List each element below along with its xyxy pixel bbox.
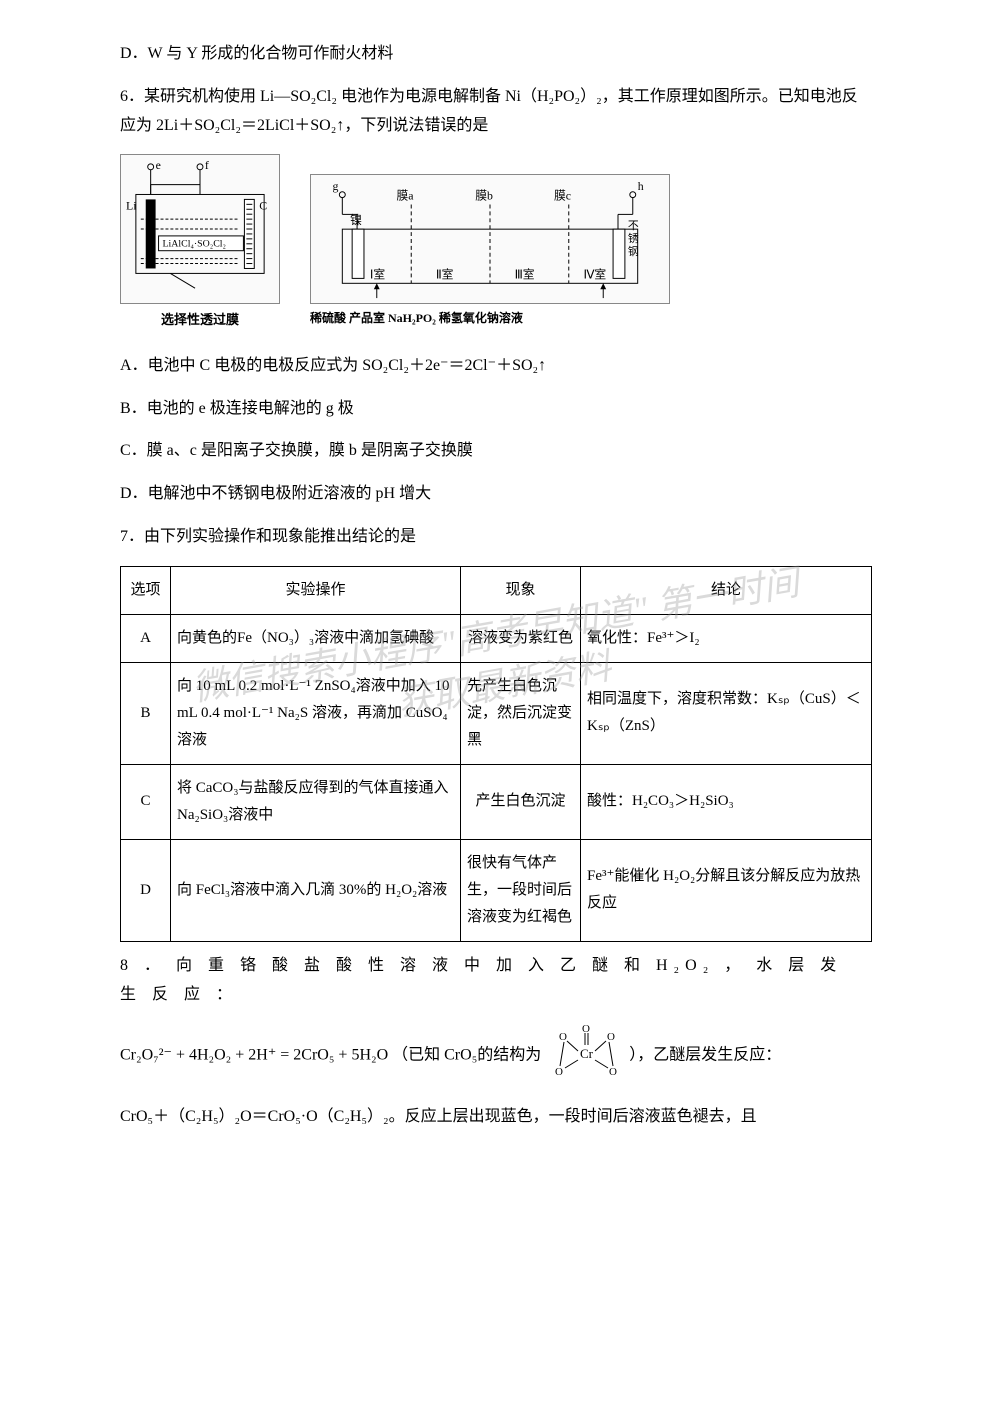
svg-text:锈: 锈 [628,232,639,245]
table-row: A 向黄色的Fe（NO₃）₃溶液中滴加氢碘酸 溶液变为紫红色 氧化性：Fe³⁺＞… [121,614,872,662]
label-steel: 不 [628,221,639,233]
electrolysis-diagram: g h 膜a 膜b 膜c 镍 不 锈 [310,174,670,304]
cell-a-opt: A [121,614,171,662]
label-mem-a: 膜a [396,189,414,203]
label-li: Li [126,199,137,213]
label-h: h [638,179,644,193]
atom-cr: Cr [580,1046,594,1061]
q6-option-d: D．电解池中不锈钢电极附近溶液的 pH 增大 [120,480,872,509]
cell-b-opt: B [121,662,171,764]
label-f: f [205,158,209,172]
atom-o-br: O [609,1066,617,1078]
battery-diagram-wrap: e f Li C [120,154,280,331]
svg-text:钢: 钢 [628,245,639,258]
cell-c-con: 酸性：H₂CO₃＞H₂SiO₃ [581,764,872,839]
th-ph: 现象 [461,566,581,614]
q8-eq1: Cr₂O₇²⁻ + 4H₂O₂ + 2H⁺ = 2CrO₅ + 5H₂O （已知… [120,1047,541,1064]
label-room1: Ⅰ室 [370,268,385,282]
electrolysis-diagram-wrap: g h 膜a 膜b 膜c 镍 不 锈 [310,154,670,330]
cell-d-opt: D [121,839,171,941]
atom-o-tl: O [559,1031,567,1043]
label-room2: Ⅱ室 [436,268,454,282]
cell-d-ph: 很快有气体产生，一段时间后溶液变为红褐色 [461,839,581,941]
q6-option-c: C．膜 a、c 是阳离子交换膜，膜 b 是阴离子交换膜 [120,437,872,466]
label-mem-b: 膜b [475,189,493,203]
cell-c-ph: 产生白色沉淀 [461,764,581,839]
label-nickel: 镍 [350,214,362,228]
q6-option-a: A．电池中 C 电极的电极反应式为 SO₂Cl₂＋2e⁻＝2Cl⁻＋SO₂↑ [120,352,872,381]
q7-stem: 7．由下列实验操作和现象能推出结论的是 [120,523,872,552]
cro5-structure: Cr O O O O O [545,1023,625,1089]
atom-o-top: O [582,1023,590,1035]
q6-option-b: B．电池的 e 极连接电解池的 g 极 [120,395,872,424]
label-mem-c: 膜c [554,189,571,203]
cell-a-op: 向黄色的Fe（NO₃）₃溶液中滴加氢碘酸 [171,614,461,662]
label-e: e [156,158,161,172]
th-con: 结论 [581,566,872,614]
q8-eq2: CrO₅＋（C₂H₅）₂O＝CrO₅·O（C₂H₅）₂。反应上层出现蓝色，一段时… [120,1103,872,1132]
cell-d-op: 向 FeCl₃溶液中滴入几滴 30%的 H₂O₂溶液 [171,839,461,941]
cell-c-op: 将 CaCO₃与盐酸反应得到的气体直接通入Na₂SiO₃溶液中 [171,764,461,839]
th-op: 实验操作 [171,566,461,614]
q6-diagrams: e f Li C [120,154,872,331]
label-room3: Ⅲ室 [515,268,535,282]
q6-stem: 6．某研究机构使用 Li—SO₂Cl₂ 电池作为电源电解制备 Ni（H₂PO₂）… [120,83,872,141]
atom-o-bl: O [555,1066,563,1078]
cell-a-con: 氧化性：Fe³⁺＞I₂ [581,614,872,662]
battery-caption: 选择性透过膜 [120,308,280,331]
electrolysis-caption: 稀硫酸 产品室 NaH₂PO₂ 稀氢氧化钠溶液 [310,308,670,330]
q5-option-d: D．W 与 Y 形成的化合物可作耐火材料 [120,40,872,69]
q7-table: 选项 实验操作 现象 结论 A 向黄色的Fe（NO₃）₃溶液中滴加氢碘酸 溶液变… [120,566,872,942]
cell-d-con: Fe³⁺能催化 H₂O₂分解且该分解反应为放热反应 [581,839,872,941]
q8-eq1-tail: ），乙醚层发生反应： [629,1047,781,1064]
q8-eq-line: Cr₂O₇²⁻ + 4H₂O₂ + 2H⁺ = 2CrO₅ + 5H₂O （已知… [120,1023,872,1089]
cell-b-con: 相同温度下，溶度积常数：Kₛₚ（CuS）＜Kₛₚ（ZnS） [581,662,872,764]
th-opt: 选项 [121,566,171,614]
atom-o-tr: O [607,1031,615,1043]
cell-c-opt: C [121,764,171,839]
table-row: D 向 FeCl₃溶液中滴入几滴 30%的 H₂O₂溶液 很快有气体产生，一段时… [121,839,872,941]
battery-diagram: e f Li C [120,154,280,304]
cell-b-op: 向 10 mL 0.2 mol·L⁻¹ ZnSO₄溶液中加入 10 mL 0.4… [171,662,461,764]
cell-a-ph: 溶液变为紫红色 [461,614,581,662]
table-row: B 向 10 mL 0.2 mol·L⁻¹ ZnSO₄溶液中加入 10 mL 0… [121,662,872,764]
cell-b-ph: 先产生白色沉淀，然后沉淀变黑 [461,662,581,764]
q8-line1: 8 ． 向 重 铬 酸 盐 酸 性 溶 液 中 加 入 乙 醚 和 H₂O₂ ，… [120,952,872,1010]
label-electrolyte: LiAlCl₄·SO₂Cl₂ [163,239,226,250]
label-c: C [259,199,267,213]
table-row: C 将 CaCO₃与盐酸反应得到的气体直接通入Na₂SiO₃溶液中 产生白色沉淀… [121,764,872,839]
label-room4: Ⅳ室 [584,268,607,282]
label-g: g [332,179,338,193]
